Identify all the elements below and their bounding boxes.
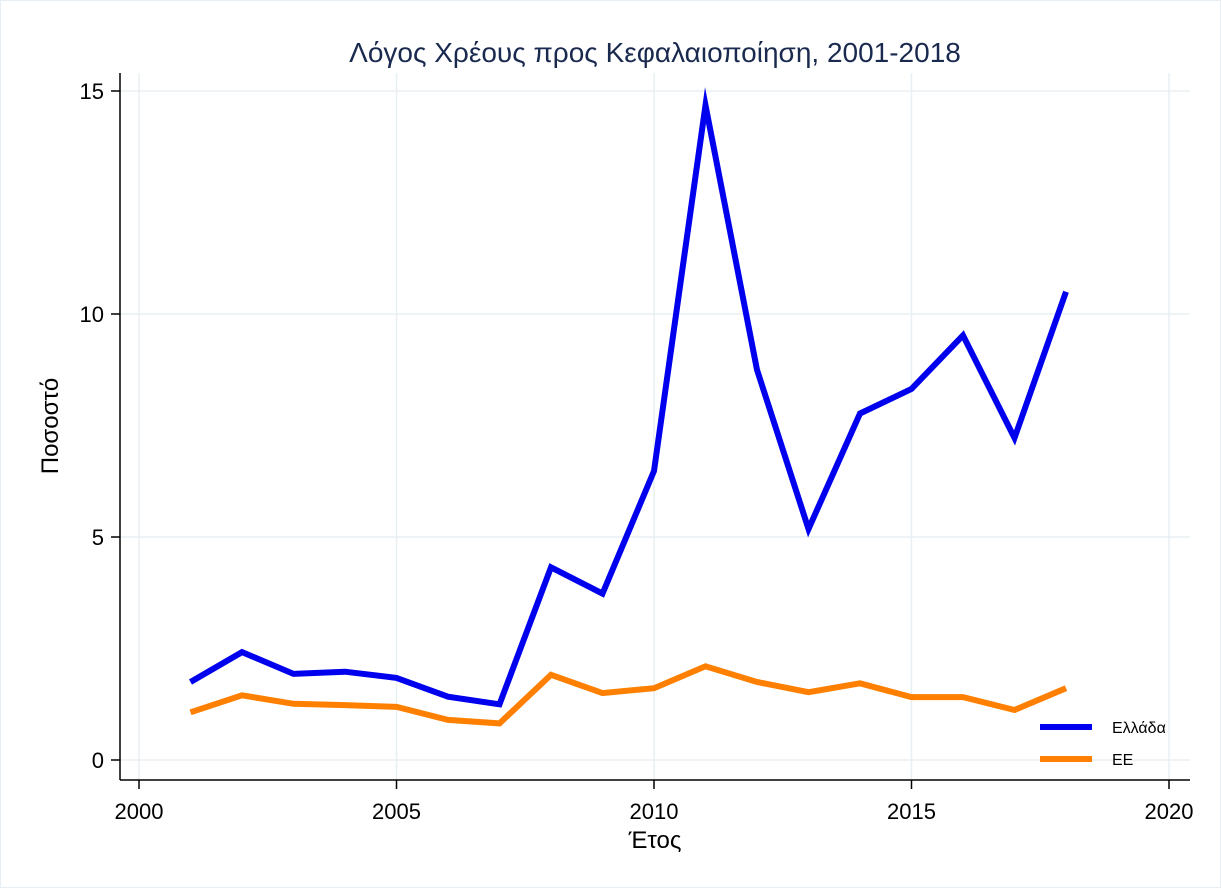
x-tick-label: 2020 [1145, 799, 1194, 824]
legend: Ελλάδα ΕΕ [1040, 720, 1166, 769]
series-line-2 [189, 663, 1068, 727]
y-axis-label: Ποσοστό [37, 378, 64, 474]
x-tick-label: 2000 [115, 799, 164, 824]
x-tick-label: 2015 [887, 799, 936, 824]
legend-label-1: Ελλάδα [1112, 720, 1166, 737]
x-axis-label: Έτος [628, 827, 682, 854]
series-layer [188, 87, 1069, 727]
x-tick-label: 2010 [630, 799, 679, 824]
grid-layer [120, 73, 1190, 780]
x-tick-label: 2005 [372, 799, 421, 824]
series-line-1 [188, 87, 1069, 708]
y-tick-label: 0 [92, 748, 104, 773]
y-tick-label: 10 [80, 302, 104, 327]
y-tick-label: 15 [80, 79, 104, 104]
tick-layer: 0 5 10 15 2000 2005 2010 2015 2020 [80, 79, 1194, 824]
legend-label-2: ΕΕ [1112, 752, 1133, 769]
y-tick-label: 5 [92, 525, 104, 550]
chart-title: Λόγος Χρέους προς Κεφαλαιοποίηση, 2001-2… [349, 37, 961, 68]
